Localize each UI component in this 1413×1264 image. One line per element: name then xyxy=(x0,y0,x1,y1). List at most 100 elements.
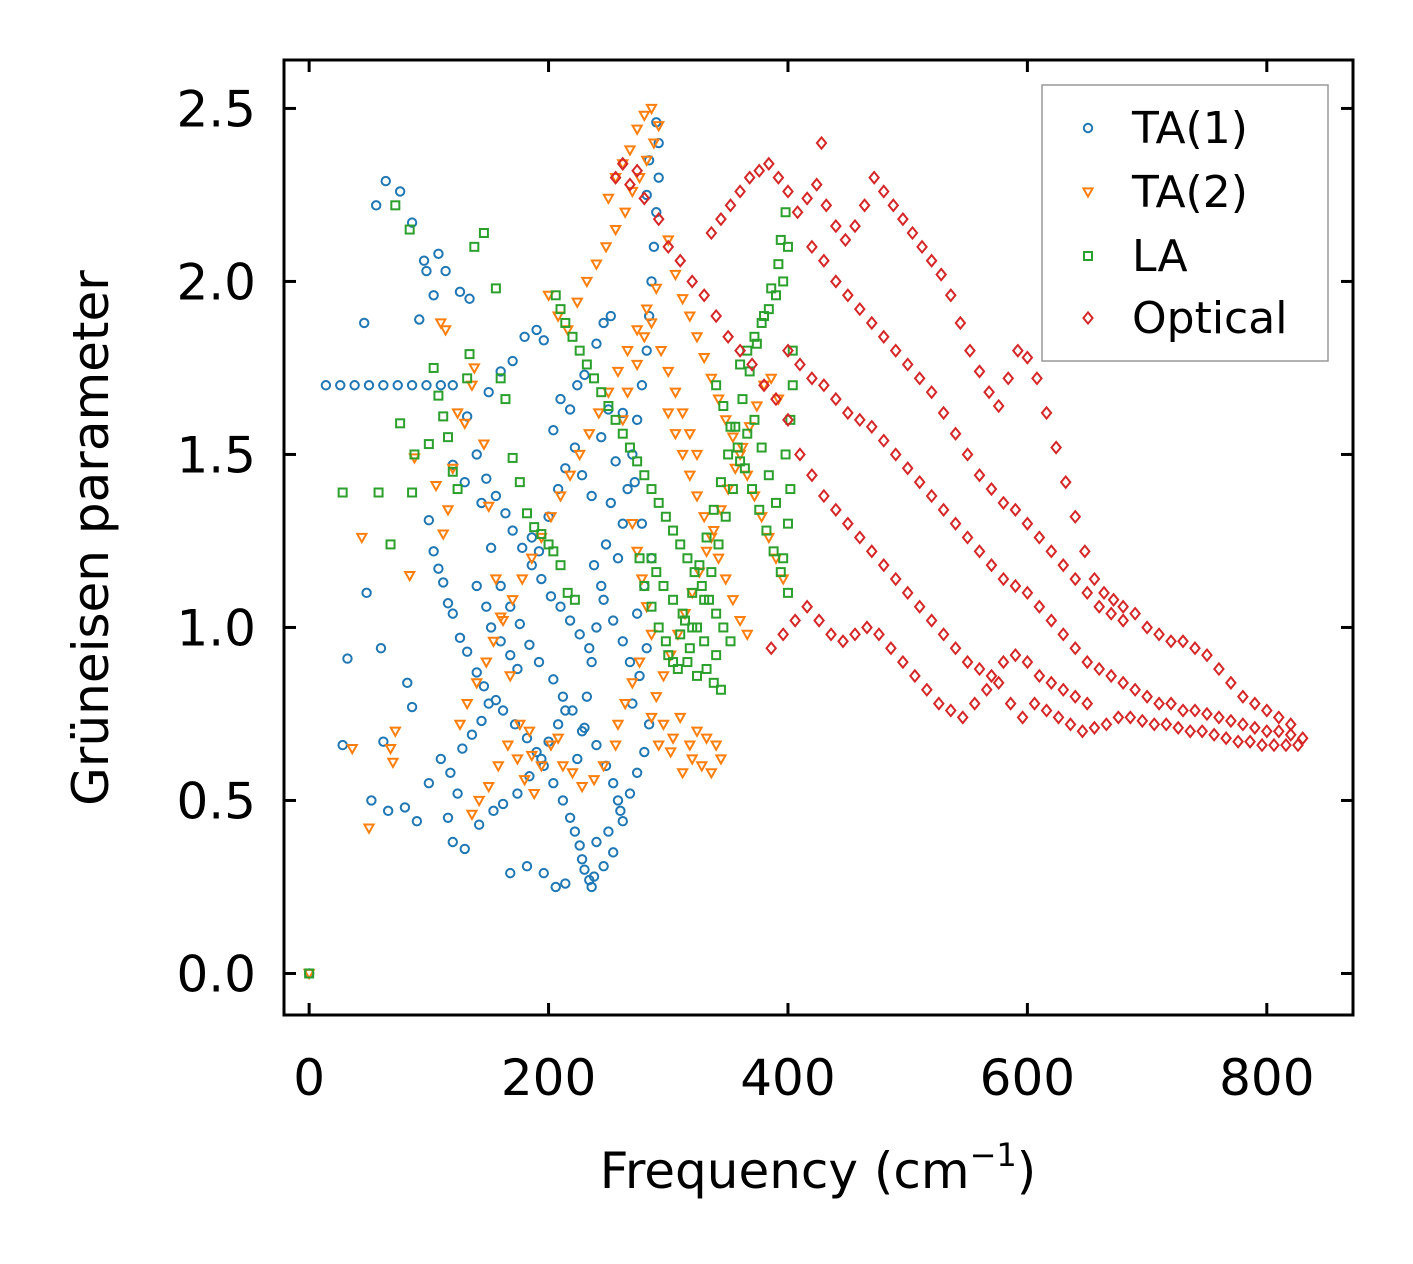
data-point xyxy=(631,414,643,426)
data-point xyxy=(877,558,890,573)
data-point xyxy=(624,442,635,453)
data-point xyxy=(782,518,793,529)
data-point xyxy=(636,518,648,529)
data-point xyxy=(956,710,969,725)
data-point xyxy=(438,577,449,588)
data-point xyxy=(708,677,719,688)
data-point xyxy=(683,470,697,482)
data-point xyxy=(1057,682,1070,697)
data-point xyxy=(687,587,698,598)
data-point xyxy=(429,480,443,493)
data-point xyxy=(646,553,657,564)
data-point xyxy=(675,539,686,550)
data-point xyxy=(616,159,630,171)
data-point xyxy=(609,740,622,752)
data-point xyxy=(877,329,890,344)
data-point xyxy=(985,481,998,497)
data-point xyxy=(638,110,651,123)
data-point xyxy=(639,470,650,481)
data-point xyxy=(701,663,712,674)
series-ta-1 xyxy=(303,117,664,979)
data-point xyxy=(454,632,466,644)
data-point xyxy=(378,380,389,391)
data-point xyxy=(588,871,600,882)
data-point xyxy=(550,290,561,301)
data-point xyxy=(820,198,833,213)
data-point xyxy=(634,553,645,564)
data-point xyxy=(335,380,346,391)
data-point xyxy=(973,544,986,559)
data-point xyxy=(759,311,770,322)
data-point xyxy=(495,366,506,377)
data-point xyxy=(676,449,689,462)
data-point xyxy=(668,525,679,536)
data-point xyxy=(764,373,778,385)
data-point xyxy=(1057,558,1070,573)
data-point xyxy=(1280,737,1292,753)
data-point xyxy=(598,861,609,872)
data-point xyxy=(548,674,559,685)
data-point xyxy=(423,777,435,789)
data-point xyxy=(1260,724,1273,739)
data-point xyxy=(618,207,632,219)
data-point xyxy=(337,487,348,498)
data-point xyxy=(464,349,475,360)
data-point xyxy=(626,519,639,531)
data-point xyxy=(501,740,515,752)
data-point xyxy=(761,525,772,536)
data-point xyxy=(698,288,711,303)
data-point xyxy=(992,398,1005,414)
data-point xyxy=(782,587,793,598)
data-point xyxy=(605,497,617,509)
data-point xyxy=(560,317,571,328)
data-point xyxy=(683,740,697,752)
data-point xyxy=(742,428,753,439)
data-point xyxy=(567,705,578,716)
data-point xyxy=(389,726,402,738)
data-point xyxy=(713,539,724,550)
data-point xyxy=(1117,675,1130,691)
data-point xyxy=(435,380,447,391)
data-point xyxy=(813,613,825,628)
data-point xyxy=(612,553,624,564)
data-point xyxy=(464,293,475,304)
data-point xyxy=(699,636,710,647)
data-point xyxy=(757,380,771,392)
data-point xyxy=(640,155,654,167)
data-point xyxy=(611,366,625,379)
data-point xyxy=(434,318,448,330)
data-point xyxy=(762,156,775,171)
data-point xyxy=(817,253,830,268)
legend-marker xyxy=(1083,251,1093,261)
data-point xyxy=(480,657,493,669)
data-point xyxy=(447,836,458,848)
data-point xyxy=(609,170,622,185)
data-point xyxy=(685,754,699,766)
data-point xyxy=(913,371,926,386)
data-point xyxy=(1098,585,1110,601)
data-point xyxy=(1236,689,1249,704)
data-point xyxy=(564,404,576,415)
data-point xyxy=(837,634,849,649)
data-point xyxy=(686,274,699,289)
data-point xyxy=(556,761,570,773)
data-point xyxy=(560,705,571,716)
data-point xyxy=(487,636,500,648)
data-point xyxy=(457,743,468,754)
data-point xyxy=(801,599,814,614)
data-point xyxy=(1059,474,1072,490)
data-point xyxy=(648,241,660,253)
data-point xyxy=(756,442,767,453)
data-point xyxy=(406,217,418,228)
data-point xyxy=(462,373,473,384)
data-point xyxy=(997,571,1010,587)
data-point xyxy=(961,654,974,670)
data-point xyxy=(1201,647,1213,663)
legend-label: LA xyxy=(1132,231,1188,282)
x-axis-label: Frequency (cm−1) xyxy=(600,1136,1037,1200)
data-point xyxy=(853,301,866,317)
data-point xyxy=(1081,696,1094,711)
data-point xyxy=(695,761,709,773)
data-point xyxy=(466,729,478,740)
data-point xyxy=(631,767,643,778)
